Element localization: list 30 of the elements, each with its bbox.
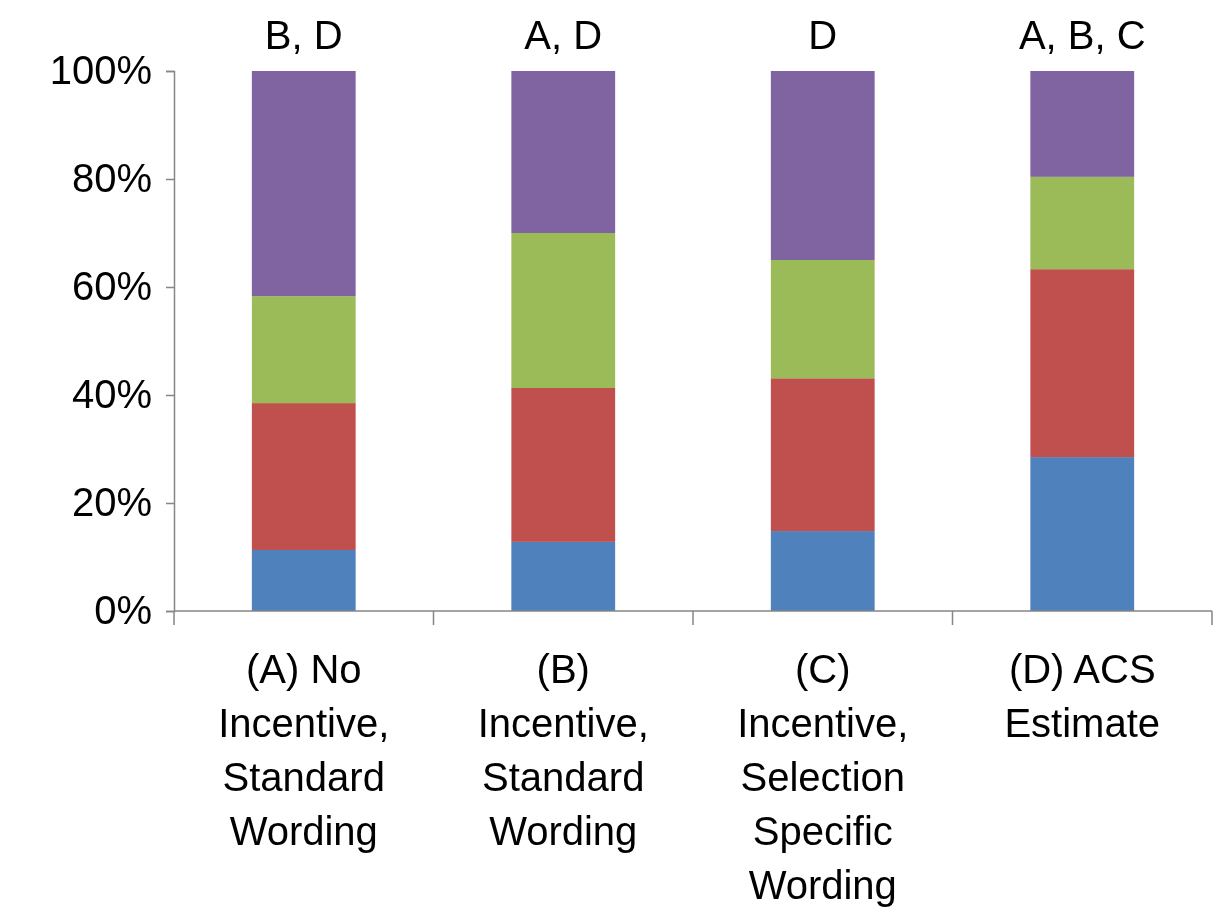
bar (511, 387, 616, 542)
x-tick-label: (A) No Incentive, Standard Wording (218, 647, 390, 853)
bar (770, 531, 875, 611)
bar (511, 233, 616, 388)
bar (511, 541, 616, 611)
bar (770, 260, 875, 379)
y-tick-label: 60% (71, 264, 152, 309)
annotation: D (808, 13, 838, 57)
y-tick-label: 100% (49, 48, 152, 93)
annotation: A, D (524, 13, 603, 57)
x-tick-label: (D) ACS Estimate (1004, 647, 1161, 745)
bar (511, 71, 616, 233)
annotation: A, B, C (1018, 13, 1146, 57)
bar (251, 549, 356, 611)
bar (251, 403, 356, 550)
y-tick-label: 80% (71, 156, 152, 201)
annotation: B, D (264, 13, 343, 57)
y-tick-label: 20% (71, 480, 152, 525)
y-tick-label: 40% (71, 372, 152, 417)
y-tick-label: 0% (94, 588, 152, 633)
x-tick-label: (C) Incentive, Selection Specific Wording (737, 647, 909, 907)
bar (251, 71, 356, 297)
bar (1030, 176, 1135, 270)
bar (770, 378, 875, 532)
bar (1030, 71, 1135, 177)
bar (1030, 269, 1135, 458)
bar (770, 71, 875, 260)
x-tick-label: (B) Incentive, Standard Wording (477, 647, 649, 853)
bar (1030, 457, 1135, 611)
bar (251, 296, 356, 404)
